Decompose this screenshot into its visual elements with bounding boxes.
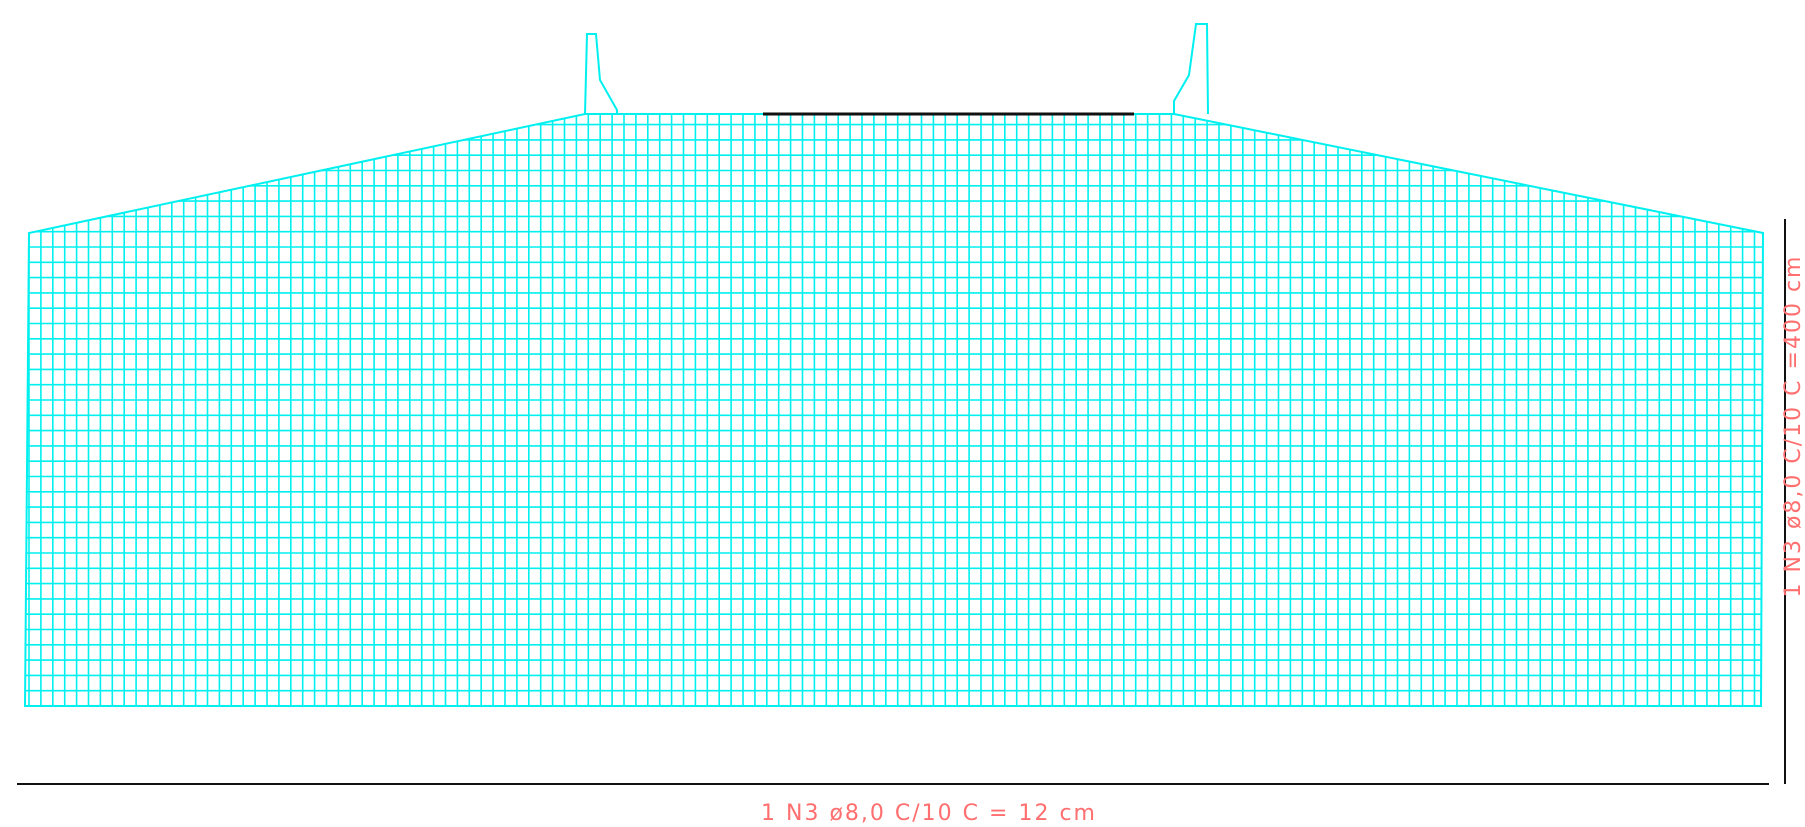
- left-barrier: [584, 33, 618, 115]
- reinforcement-mesh: [25, 114, 1763, 706]
- bottom-bar-label: 1 N3 ø8,0 C/10 C = 12 cm: [761, 801, 1097, 826]
- section-outline: [23, 113, 1765, 707]
- right-bar-label: 1 N3 ø8,0 C/10 C =400 cm: [1781, 255, 1805, 598]
- right-barrier: [1173, 23, 1209, 115]
